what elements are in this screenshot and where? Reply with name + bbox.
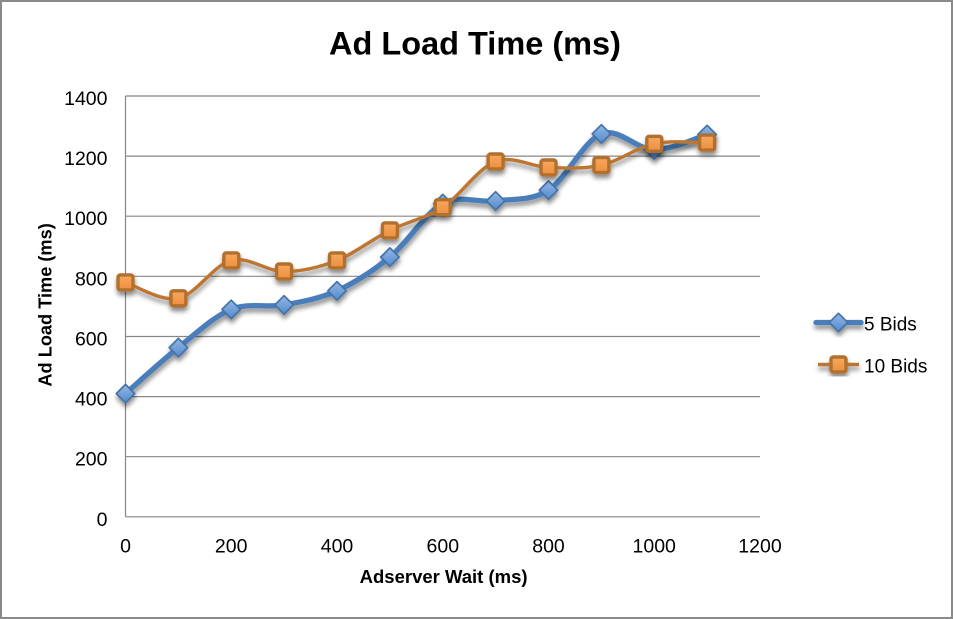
svg-text:800: 800 bbox=[532, 536, 565, 558]
svg-text:1200: 1200 bbox=[738, 536, 782, 558]
svg-text:5 Bids: 5 Bids bbox=[864, 315, 917, 336]
svg-text:600: 600 bbox=[427, 536, 460, 558]
svg-text:0: 0 bbox=[97, 509, 108, 531]
svg-text:400: 400 bbox=[75, 389, 108, 411]
svg-text:200: 200 bbox=[215, 536, 248, 558]
svg-text:1000: 1000 bbox=[633, 536, 677, 558]
svg-text:Ad Load Time (ms): Ad Load Time (ms) bbox=[35, 223, 55, 386]
svg-text:Ad Load Time (ms): Ad Load Time (ms) bbox=[329, 26, 621, 62]
svg-text:600: 600 bbox=[75, 329, 108, 351]
svg-text:200: 200 bbox=[75, 449, 108, 471]
svg-text:Adserver Wait (ms): Adserver Wait (ms) bbox=[360, 566, 528, 587]
svg-text:1200: 1200 bbox=[64, 148, 108, 170]
svg-text:1000: 1000 bbox=[64, 208, 108, 230]
svg-text:0: 0 bbox=[120, 536, 131, 558]
svg-text:400: 400 bbox=[321, 536, 354, 558]
svg-text:1400: 1400 bbox=[64, 88, 108, 110]
svg-text:800: 800 bbox=[75, 268, 108, 290]
svg-text:10 Bids: 10 Bids bbox=[864, 357, 927, 378]
